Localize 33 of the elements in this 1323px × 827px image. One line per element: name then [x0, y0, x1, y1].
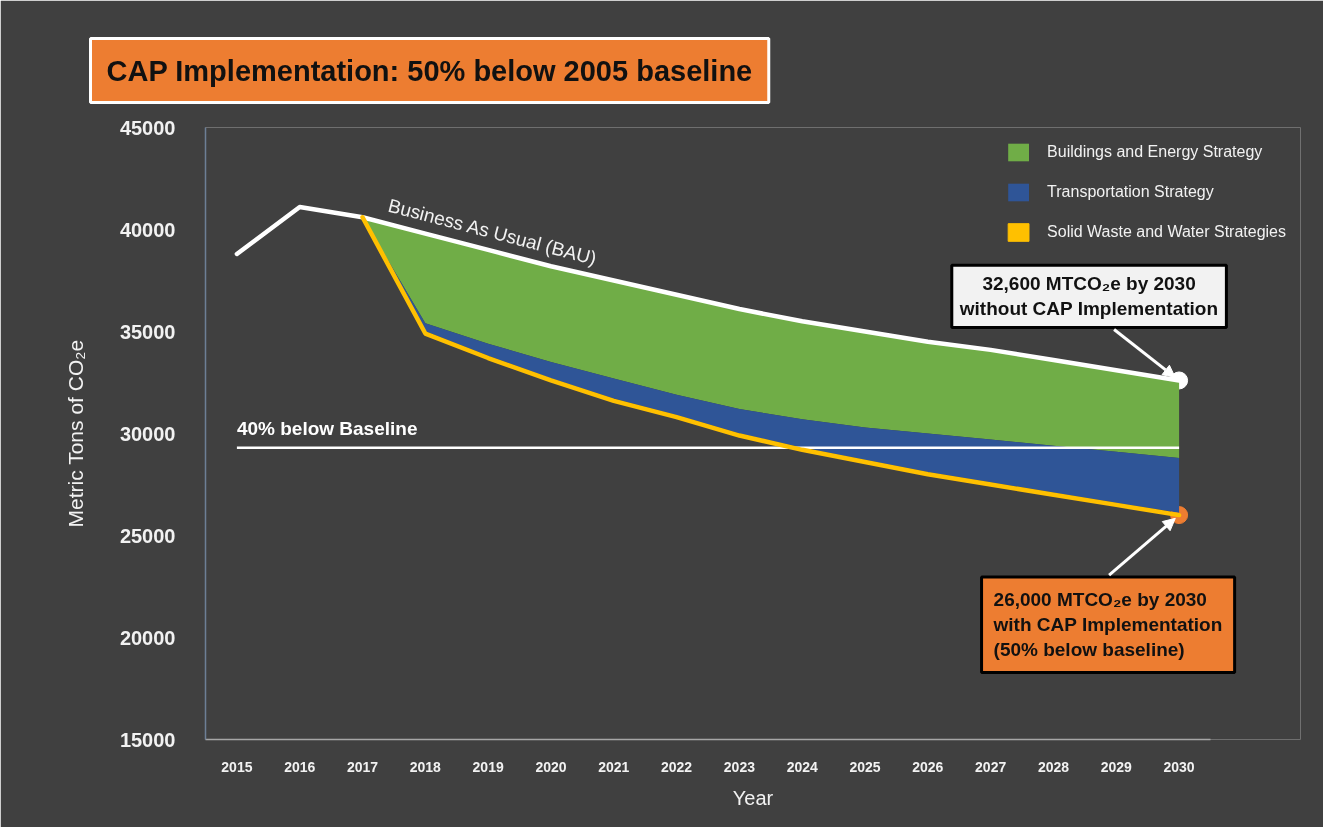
x-tick-label: 2029	[1100, 758, 1133, 775]
x-tick-label: 2021	[598, 758, 630, 775]
annotation: 26,000 MTCO₂e by 2030 with CAP Implementation (50% below baseline)	[992, 589, 1223, 661]
x-tick-label: 2022	[661, 758, 693, 775]
y-tick-label: 25000	[119, 524, 176, 547]
y-tick-label: 40000	[119, 218, 176, 241]
x-tick-label: 2030	[1163, 758, 1195, 775]
x-tick-label: 2028	[1037, 758, 1070, 775]
x-tick-label: 2020	[535, 758, 567, 775]
legend-label: Transportation Strategy	[1047, 182, 1214, 202]
legend-label: Solid Waste and Water Strategies	[1047, 222, 1286, 242]
x-tick-label: 2027	[975, 758, 1007, 775]
y-tick-label: 15000	[119, 728, 176, 751]
y-axis-title: Metric Tons of CO₂e	[63, 339, 87, 528]
y-tick-label: 30000	[119, 422, 176, 445]
x-tick-label: 2025	[849, 758, 881, 775]
x-axis-title: Year	[732, 786, 774, 809]
ref-line-label: 40% below Baseline	[236, 417, 418, 439]
x-tick-label: 2023	[723, 758, 756, 775]
chart-title: CAP Implementation: 50% below 2005 baseline	[106, 54, 753, 87]
annotation: Business As Usual (BAU)	[385, 194, 599, 269]
x-tick-label: 2018	[409, 758, 442, 775]
x-tick-label: 2024	[786, 758, 818, 775]
x-tick-label: 2026	[912, 758, 944, 775]
x-tick-label: 2017	[346, 758, 379, 775]
y-tick-label: 35000	[119, 320, 176, 343]
x-tick-label: 2019	[472, 758, 504, 775]
legend-label: Buildings and Energy Strategy	[1047, 142, 1263, 162]
annotation: 32,600 MTCO₂e by 2030 without CAP Implementation	[958, 273, 1219, 320]
y-tick-label: 45000	[119, 116, 176, 139]
x-tick-label: 2016	[284, 758, 316, 775]
x-tick-label: 2015	[221, 758, 253, 775]
y-tick-label: 20000	[119, 626, 176, 649]
